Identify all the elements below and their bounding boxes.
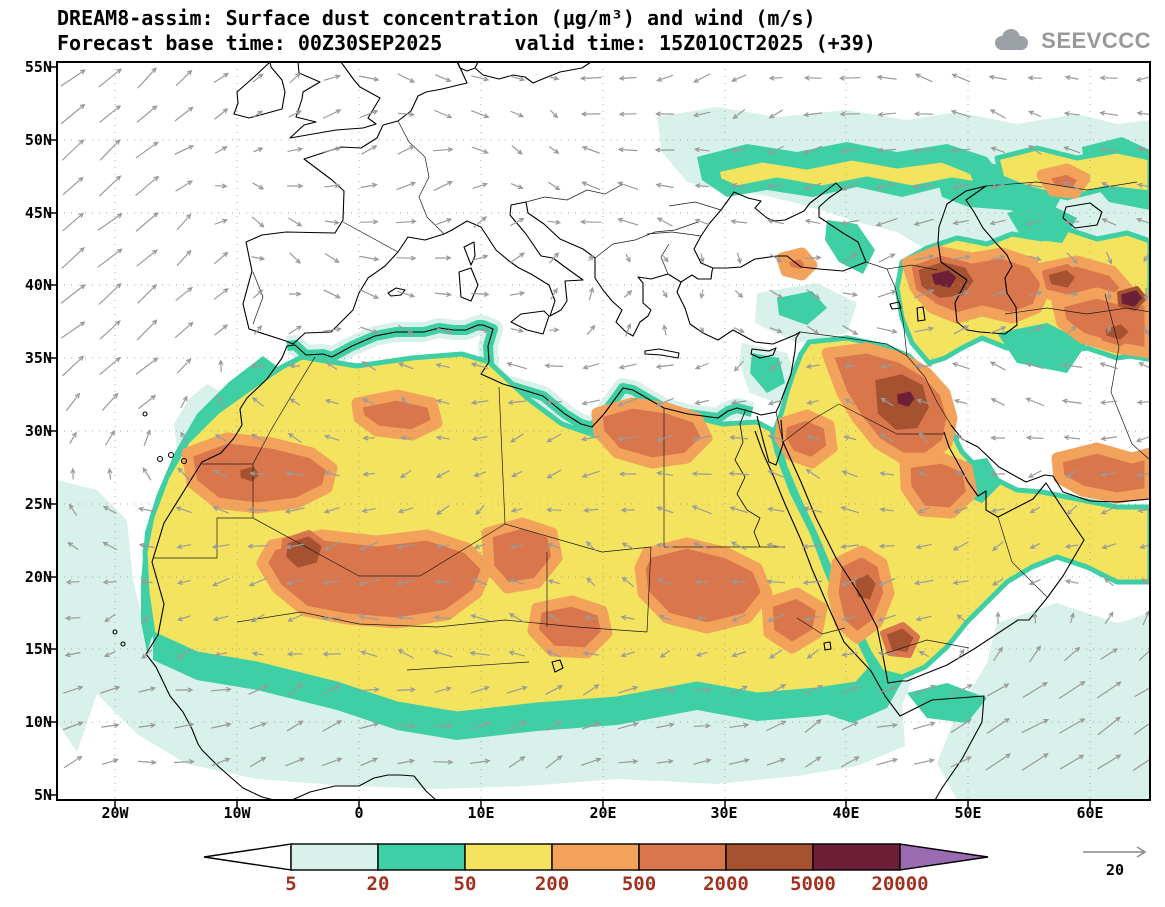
lon-axis-label: 20E [589, 804, 617, 822]
legend-tick-label: 20 [366, 873, 390, 895]
page-title: DREAM8-assim: Surface dust concentration… [57, 6, 816, 30]
legend-segment-5000-20000 [812, 843, 901, 871]
logo-text: SEEVCCC [1041, 28, 1151, 53]
legend-segment-200-500 [551, 843, 640, 871]
wind-vector-layer [60, 67, 1150, 771]
lat-axis-label: 10N [24, 713, 52, 731]
cloud-logo-icon [995, 29, 1029, 50]
dust-concentration-layer [57, 107, 1150, 800]
legend-tick-label: 500 [621, 873, 657, 895]
lon-axis-label: 30E [710, 804, 738, 822]
lat-axis-label: 45N [24, 204, 52, 222]
graticule-layer [57, 62, 1150, 800]
lat-axis-label: 20N [24, 568, 52, 586]
legend-segment-20-50 [377, 843, 466, 871]
legend-colorbar [203, 843, 989, 871]
seevccc-logo: SEEVCCC [988, 26, 1151, 56]
wind-reference-label: 20 [1106, 861, 1124, 879]
lon-axis-label: 60E [1076, 804, 1104, 822]
lat-axis-label: 5N [33, 786, 52, 804]
lon-axis-label: 0 [354, 804, 364, 822]
legend-segment-5-20 [290, 843, 379, 871]
legend-segment-50-200 [464, 843, 553, 871]
legend-tick-label: 5000 [790, 873, 836, 895]
lat-axis-label: 40N [24, 276, 52, 294]
lat-axis-label: 30N [24, 422, 52, 440]
lon-axis-label: 40E [832, 804, 860, 822]
legend-segment-below-5 [203, 843, 292, 871]
legend-tick-label: 20000 [871, 873, 929, 895]
wind-reference: 20 [1083, 846, 1147, 879]
legend-tick-label: 2000 [703, 873, 749, 895]
lat-axis-label: 35N [24, 349, 52, 367]
lat-axis-label: 15N [24, 640, 52, 658]
lat-axis-label: 25N [24, 495, 52, 513]
axis-ticks [48, 66, 1091, 809]
legend-tick-label: 200 [534, 873, 570, 895]
lon-axis-label: 10E [467, 804, 495, 822]
legend-segment-above-20000 [899, 843, 989, 871]
river-layer [734, 408, 761, 548]
forecast-times: Forecast base time: 00Z30SEP2025 valid t… [57, 31, 876, 55]
wind-reference-arrow-icon [1083, 846, 1147, 858]
lon-axis-label: 50E [954, 804, 982, 822]
legend-tick-label: 50 [453, 873, 477, 895]
map-canvas [48, 61, 1151, 809]
lon-axis-label: 20W [101, 804, 129, 822]
legend-segment-500-2000 [638, 843, 727, 871]
lon-axis-label: 10W [223, 804, 251, 822]
lat-axis-label: 50N [24, 131, 52, 149]
map-frame [56, 61, 1151, 801]
country-border-layer [153, 120, 1150, 671]
legend-segment-2000-5000 [725, 843, 814, 871]
lat-axis-label: 55N [24, 58, 52, 76]
coastline-layer [112, 62, 1150, 800]
legend-tick-label: 5 [285, 873, 297, 895]
